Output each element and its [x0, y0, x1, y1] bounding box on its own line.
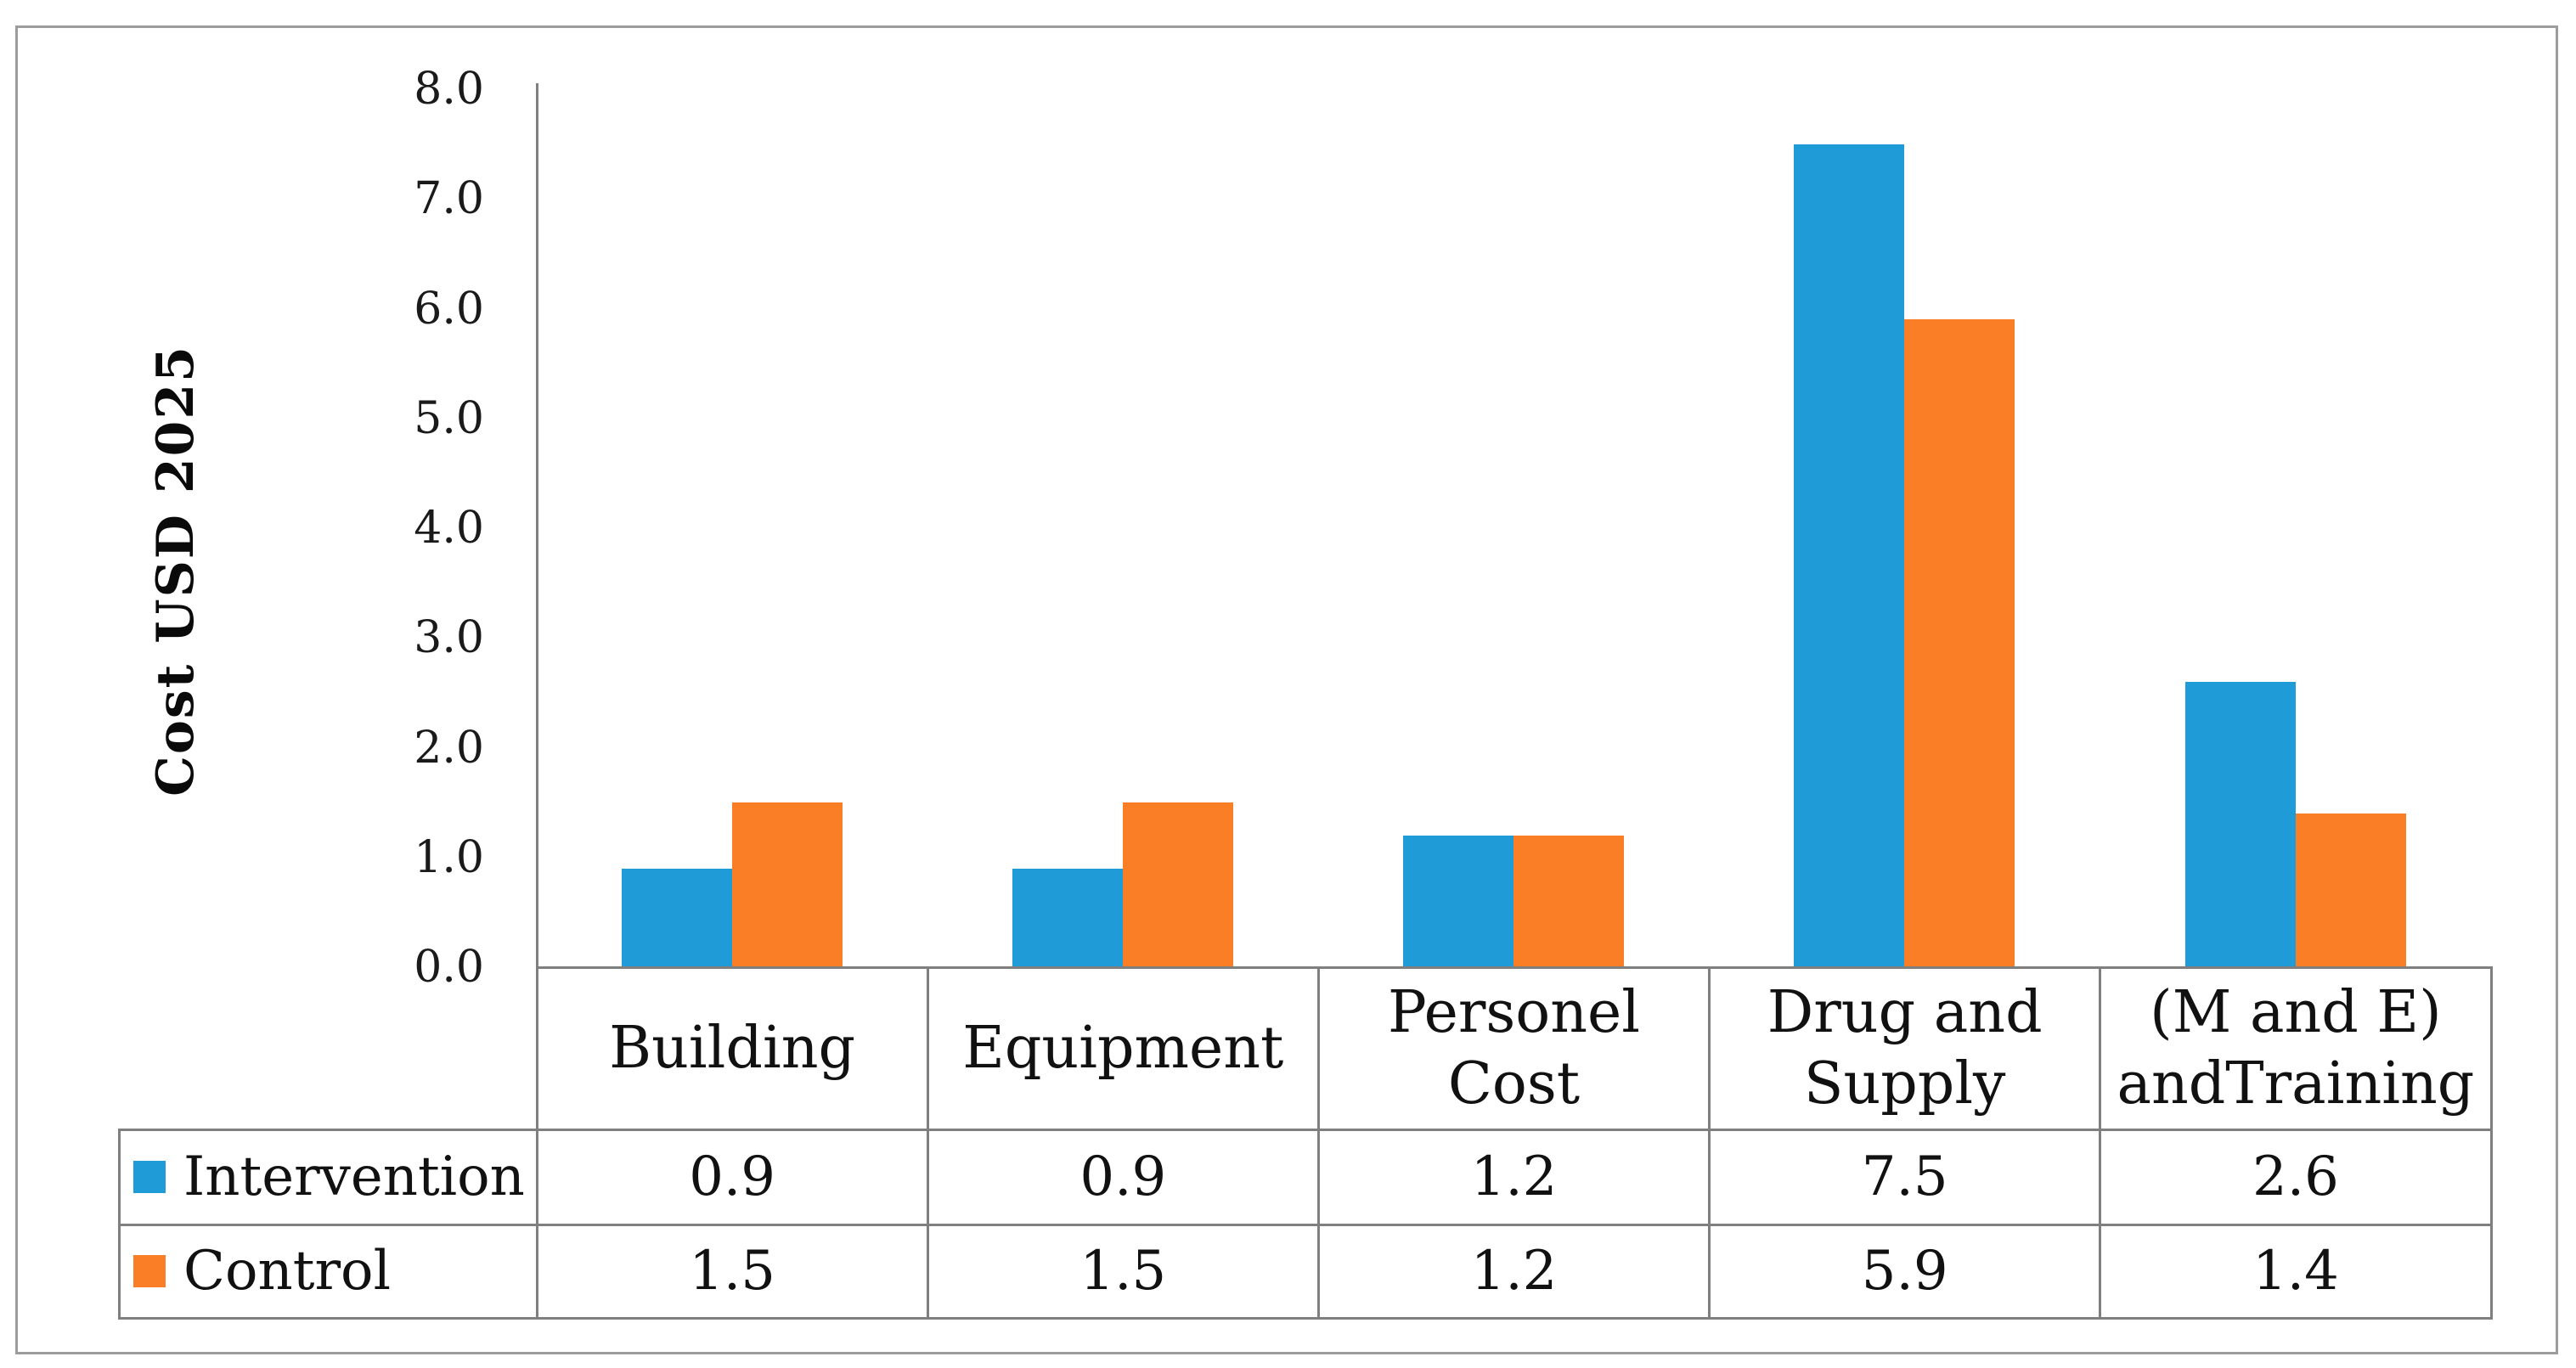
table-column-separator — [926, 967, 929, 1318]
category-label-drug-and-supply: Drug and Supply — [1767, 978, 2043, 1117]
y-tick-label: 8.0 — [414, 64, 484, 115]
y-tick-label: 3.0 — [414, 612, 484, 664]
y-tick-label: 2.0 — [414, 722, 484, 774]
legend-swatch-control — [133, 1255, 166, 1287]
table-border-left — [535, 967, 538, 1318]
table-value-control-equipment: 1.5 — [1079, 1240, 1167, 1303]
y-tick-label: 6.0 — [414, 283, 484, 335]
table-column-separator — [2099, 967, 2102, 1318]
bar-intervention-personel-cost — [1403, 835, 1514, 967]
y-tick-label: 1.0 — [414, 831, 484, 883]
category-label-equipment: Equipment — [962, 1014, 1284, 1082]
category-label-m-and-e-andtraining: (M and E) andTraining — [2117, 978, 2475, 1117]
category-label-personel-cost: Personel Cost — [1387, 978, 1641, 1117]
bar-control-equipment — [1122, 802, 1233, 967]
table-value-intervention-personel-cost: 1.2 — [1470, 1146, 1558, 1208]
legend-label-control: Control — [183, 1240, 392, 1303]
table-row-border — [117, 1316, 2493, 1320]
bar-intervention-equipment — [1012, 868, 1123, 967]
table-row-border — [117, 1128, 2493, 1131]
table-value-control-personel-cost: 1.2 — [1470, 1240, 1558, 1303]
table-column-separator — [1316, 967, 1320, 1318]
table-column-separator — [1708, 967, 1711, 1318]
y-tick-label: 0.0 — [414, 942, 484, 993]
table-value-intervention-building: 0.9 — [689, 1146, 775, 1208]
bar-control-personel-cost — [1513, 835, 1625, 967]
figure-border — [15, 25, 2558, 1354]
category-label-building: Building — [609, 1014, 856, 1082]
legend-label-intervention: Intervention — [183, 1146, 525, 1208]
bar-control-drug-and-supply — [1904, 319, 2015, 967]
y-axis-title: Cost USD 2025 — [146, 345, 206, 797]
table-value-intervention-equipment: 0.9 — [1079, 1146, 1167, 1208]
bar-control-building — [731, 802, 843, 967]
table-value-control-building: 1.5 — [689, 1240, 775, 1303]
bar-control-m-and-e-andtraining — [2295, 813, 2406, 967]
y-tick-label: 5.0 — [414, 392, 484, 444]
bar-intervention-building — [621, 868, 732, 967]
bar-intervention-m-and-e-andtraining — [2184, 681, 2296, 967]
table-border-right — [2489, 967, 2493, 1318]
legend-swatch-intervention — [133, 1161, 166, 1193]
table-value-intervention-m-and-e-andtraining: 2.6 — [2252, 1146, 2339, 1208]
table-value-control-m-and-e-andtraining: 1.4 — [2252, 1240, 2339, 1303]
table-value-intervention-drug-and-supply: 7.5 — [1861, 1146, 1948, 1208]
y-tick-label: 4.0 — [414, 503, 484, 554]
table-value-control-drug-and-supply: 5.9 — [1861, 1240, 1948, 1303]
y-axis-line — [535, 83, 538, 967]
plot-baseline — [535, 965, 2493, 969]
table-row-border — [117, 1223, 2493, 1226]
bar-intervention-drug-and-supply — [1794, 144, 1905, 967]
y-tick-label: 7.0 — [414, 173, 484, 225]
